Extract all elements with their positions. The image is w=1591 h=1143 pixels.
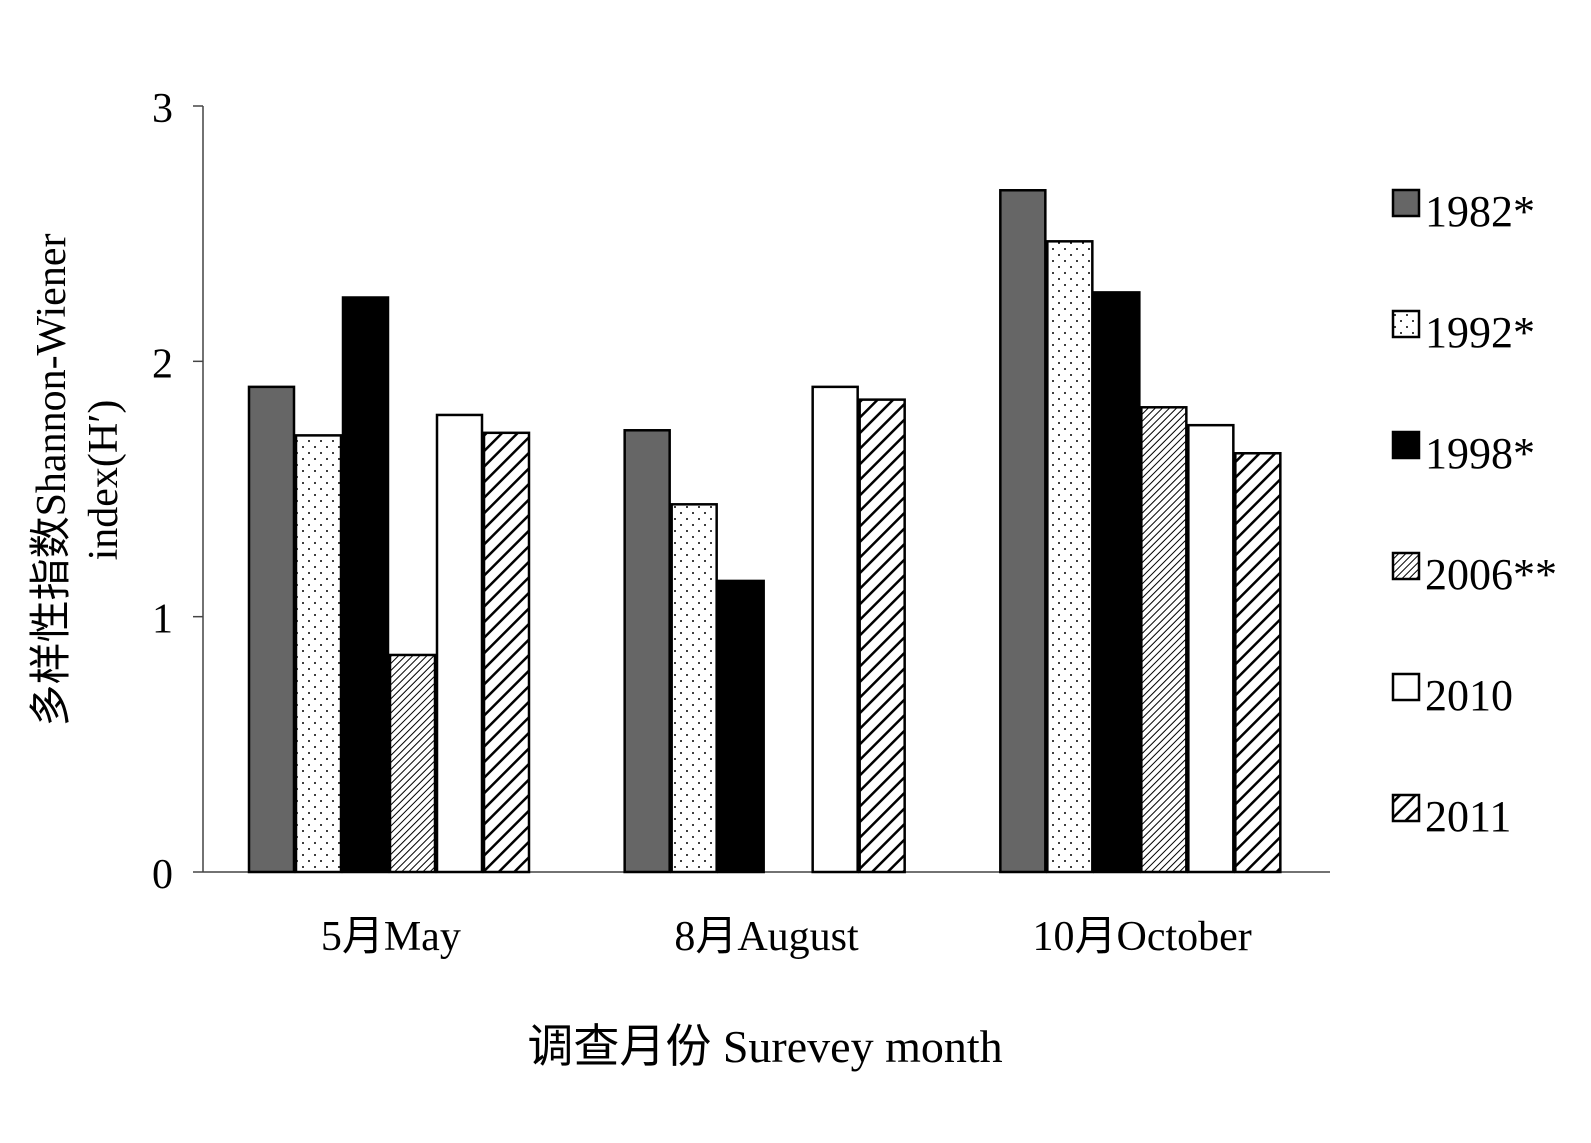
bar-1992-1 — [294, 434, 343, 874]
legend-swatch — [1391, 309, 1421, 339]
y-tick-label: 3 — [152, 86, 173, 132]
bar-2010-2 — [811, 385, 859, 874]
legend-swatch — [1391, 188, 1421, 218]
legend-swatch — [1391, 793, 1421, 823]
legend-label: 2011 — [1425, 792, 1511, 841]
y-tick-label: 2 — [152, 341, 173, 387]
y-axis-title-line2: index(H′) — [81, 400, 127, 561]
legend-item: 2011 — [1391, 792, 1511, 841]
legend: 1982* 1992* 1998* 2006** 2010 2011 — [1391, 187, 1557, 841]
bar-1998-2 — [717, 579, 765, 874]
y-tick-label: 0 — [152, 852, 173, 898]
legend-item: 1982* — [1391, 187, 1535, 236]
legend-label: 1992* — [1425, 308, 1535, 357]
bar-1998-3 — [1093, 291, 1141, 874]
bar-2010-3 — [1187, 423, 1235, 874]
x-tick-label: 8月August — [674, 914, 859, 960]
bar-2011-2 — [858, 398, 906, 874]
legend-swatch — [1391, 672, 1421, 702]
bar-1982-3 — [999, 189, 1047, 874]
x-axis-title: 调查月份 Surevey month — [527, 1021, 1002, 1072]
bar-1982-2 — [623, 429, 671, 874]
legend-swatch — [1391, 551, 1421, 581]
y-tick-label: 1 — [152, 597, 173, 643]
bar-2006-1 — [388, 653, 437, 874]
bar-2010-1 — [435, 413, 484, 874]
legend-item: 1992* — [1391, 308, 1535, 357]
legend-label: 1998* — [1425, 429, 1535, 478]
bar-1992-2 — [670, 503, 718, 874]
legend-item: 2010 — [1391, 671, 1513, 720]
x-tick-label: 5月May — [321, 914, 461, 960]
legend-item: 1998* — [1391, 429, 1535, 478]
tick-labels: 0 1 2 3 5月May 8月August 10月October — [152, 86, 1252, 960]
legend-label: 2006** — [1425, 550, 1557, 599]
bar-1982-1 — [247, 385, 296, 874]
legend-item: 2006** — [1391, 550, 1557, 599]
legend-label: 2010 — [1425, 671, 1513, 720]
bar-1998-1 — [341, 296, 390, 874]
bars — [247, 189, 1282, 874]
y-axis-title: 多样性指数Shannon-Wiener index(H′) — [29, 234, 127, 727]
bar-1992-3 — [1046, 240, 1094, 874]
bar-2006-3 — [1140, 406, 1188, 874]
bar-2011-1 — [482, 431, 531, 874]
y-axis-title-line1: 多样性指数Shannon-Wiener — [29, 234, 75, 727]
legend-swatch — [1391, 430, 1421, 460]
x-tick-label: 10月October — [1033, 914, 1252, 960]
bar-2011-3 — [1234, 452, 1282, 874]
legend-label: 1982* — [1425, 187, 1535, 236]
